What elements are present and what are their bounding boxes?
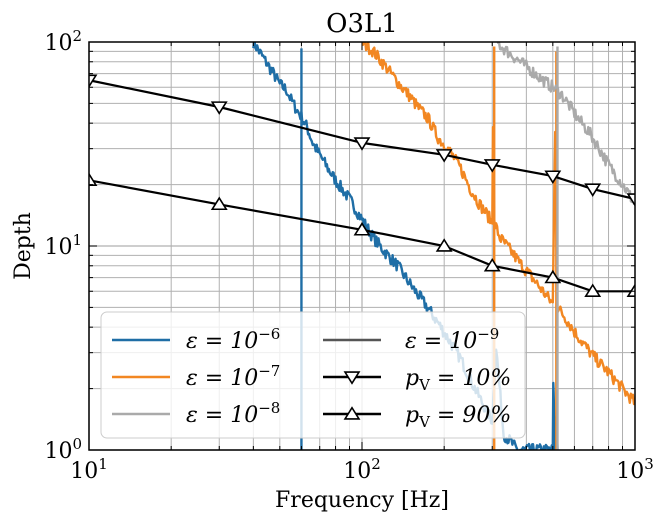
y-tick-label: 101 bbox=[44, 231, 82, 260]
legend-label: pV = 90% bbox=[405, 403, 511, 431]
data-point-marker bbox=[353, 137, 371, 151]
data-point-marker bbox=[544, 170, 562, 184]
data-point-marker bbox=[353, 222, 371, 236]
y-axis-label: Depth bbox=[11, 212, 36, 280]
legend-item: ε = 10−9 bbox=[323, 325, 499, 354]
legend-marker bbox=[343, 371, 361, 385]
data-point-marker bbox=[483, 159, 501, 173]
series-line-4 bbox=[89, 79, 635, 201]
legend-label: pV = 10% bbox=[405, 366, 511, 394]
series-2 bbox=[496, 42, 635, 450]
data-point-marker bbox=[544, 269, 562, 284]
x-tick-label: 102 bbox=[343, 455, 381, 484]
series-5 bbox=[89, 172, 635, 297]
legend-item: ε = 10−8 bbox=[112, 399, 280, 428]
y-tick-label: 100 bbox=[44, 435, 82, 464]
data-point-marker bbox=[483, 257, 501, 272]
data-point-marker bbox=[89, 74, 98, 88]
data-point-marker bbox=[626, 193, 635, 207]
legend-item: pV = 10% bbox=[323, 366, 511, 394]
legend-label: ε = 10−9 bbox=[405, 325, 499, 354]
data-point-marker bbox=[435, 149, 453, 163]
series-line-2 bbox=[496, 42, 635, 206]
axis-ticks bbox=[88, 42, 635, 451]
x-tick-label: 101 bbox=[70, 455, 108, 484]
legend-box bbox=[100, 311, 526, 439]
series-4 bbox=[89, 74, 635, 207]
data-point-marker bbox=[210, 196, 228, 211]
legend-label: ε = 10−6 bbox=[186, 325, 280, 354]
legend-item: pV = 90% bbox=[323, 403, 511, 431]
legend-marker bbox=[343, 406, 361, 420]
x-tick-label: 103 bbox=[616, 455, 654, 484]
series-line-0 bbox=[252, 42, 559, 450]
chart-title: O3L1 bbox=[326, 9, 398, 39]
data-point-marker bbox=[584, 183, 602, 197]
legend-label: ε = 10−8 bbox=[186, 399, 280, 428]
legend: ε = 10−6 ε = 10−7 ε = 10−8 ε = 10−9 pV = 10%… bbox=[100, 311, 526, 439]
legend-item: ε = 10−6 bbox=[112, 325, 280, 354]
x-axis-label: Frequency [Hz] bbox=[275, 488, 449, 513]
legend-item: ε = 10−7 bbox=[112, 362, 280, 391]
y-tick-label: 102 bbox=[44, 27, 82, 56]
series-line-5 bbox=[89, 179, 635, 293]
data-point-marker bbox=[89, 172, 98, 186]
data-point-marker bbox=[626, 283, 635, 297]
series-line-1 bbox=[361, 42, 635, 406]
data-point-marker bbox=[435, 238, 453, 252]
data-point-marker bbox=[210, 101, 228, 115]
data-point-marker bbox=[584, 283, 602, 297]
legend-label: ε = 10−7 bbox=[186, 362, 280, 391]
